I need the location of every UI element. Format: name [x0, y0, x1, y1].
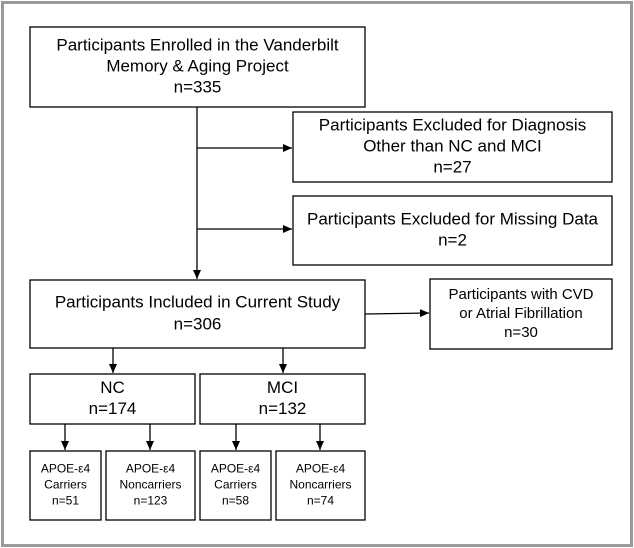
node-box: [29, 373, 196, 425]
node-box: [199, 450, 272, 521]
node-text: Carriers: [44, 478, 87, 492]
node-box: [292, 111, 613, 183]
node-box: [29, 450, 102, 521]
node-text: APOE-ε4: [296, 462, 346, 476]
node-text: APOE-ε4: [41, 462, 91, 476]
node-text: Participants Excluded for Missing Data: [307, 209, 599, 228]
node-text: n=51: [52, 494, 79, 508]
node-box: [29, 279, 366, 349]
node-box: [429, 278, 613, 350]
node-box: [275, 450, 366, 521]
arrow: [364, 309, 430, 318]
node-box: [105, 450, 196, 521]
node-text: Participants Enrolled in the Vanderbilt: [56, 35, 339, 54]
node-text: n=58: [222, 494, 249, 508]
node-text: Noncarriers: [289, 478, 351, 492]
node-text: n=123: [134, 494, 168, 508]
node-text: n=74: [307, 494, 334, 508]
node-text: n=174: [89, 399, 137, 418]
connectors: [61, 107, 430, 450]
node-text: Carriers: [214, 478, 257, 492]
node-text: APOE-ε4: [126, 462, 176, 476]
node-text: n=306: [174, 314, 222, 333]
node-text: Participants with CVD: [448, 286, 593, 303]
node-text: Participants Included in Current Study: [55, 292, 341, 311]
node-text: or Atrial Fibrillation: [459, 305, 582, 322]
node-text: n=335: [174, 77, 222, 96]
node-text: NC: [100, 378, 125, 397]
node-text: n=2: [438, 230, 467, 249]
node-text: Participants Excluded for Diagnosis: [319, 115, 586, 134]
node-text: MCI: [267, 378, 298, 397]
node-box: [29, 26, 366, 108]
node-text: Memory & Aging Project: [106, 56, 289, 75]
node-text: Other than NC and MCI: [363, 136, 542, 155]
node-text: APOE-ε4: [211, 462, 261, 476]
node-text: n=30: [504, 324, 538, 341]
node-text: n=27: [433, 157, 471, 176]
node-box: [292, 195, 613, 266]
node-text: Noncarriers: [119, 478, 181, 492]
node-box: [199, 373, 366, 425]
node-text: n=132: [259, 399, 307, 418]
